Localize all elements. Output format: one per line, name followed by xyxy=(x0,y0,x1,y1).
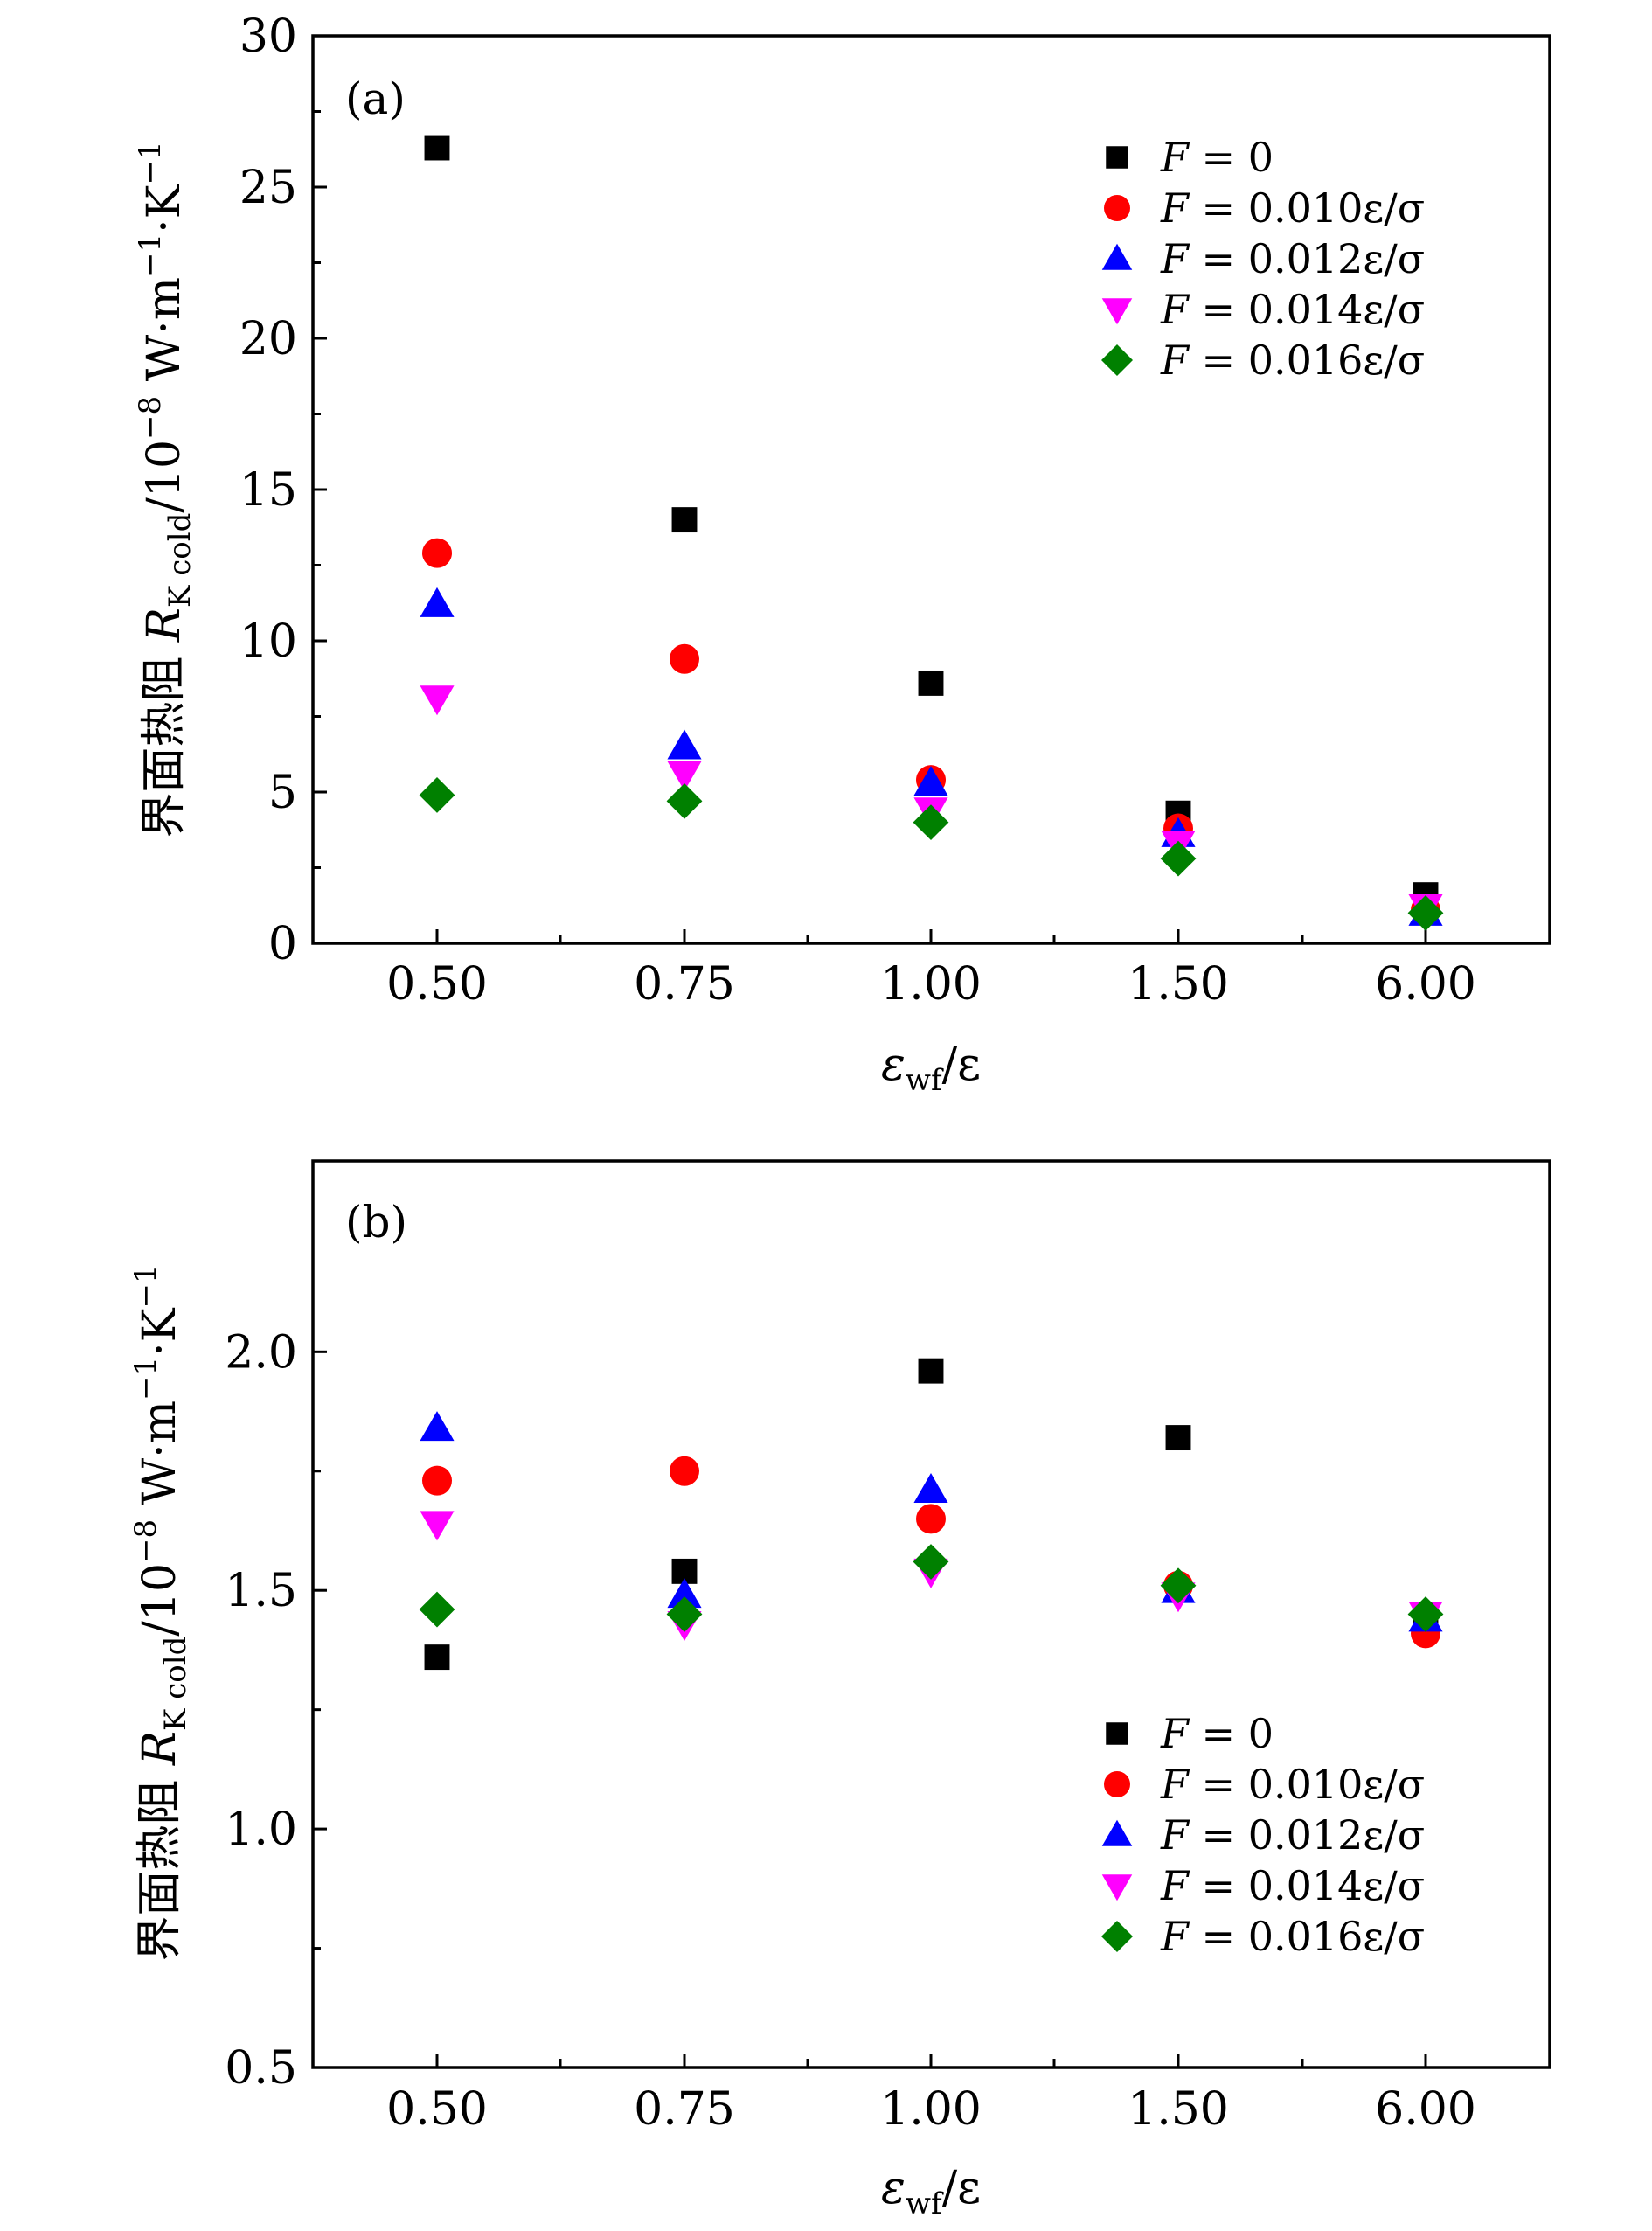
panel-a-y-axis-title: 界面热阻 RK cold/10−8 W·m−1·K−1 xyxy=(133,141,198,837)
data-point xyxy=(667,761,702,791)
y-tick-label: 0.5 xyxy=(225,2042,297,2095)
x-tick-label: 0.50 xyxy=(386,2083,488,2136)
data-point xyxy=(670,1456,699,1486)
panel-a-label: (a) xyxy=(345,73,406,124)
data-point xyxy=(913,1473,948,1504)
data-point xyxy=(918,1358,944,1384)
data-point xyxy=(671,507,698,533)
data-point xyxy=(420,1411,455,1442)
data-point xyxy=(422,538,452,568)
data-point xyxy=(916,1504,946,1534)
legend-label: F = 0.014ε/σ xyxy=(1160,286,1425,333)
data-point xyxy=(667,729,702,760)
y-tick-label: 15 xyxy=(239,464,297,517)
legend-label: F = 0.010ε/σ xyxy=(1160,1761,1425,1808)
data-point xyxy=(420,1511,455,1541)
panel-b-legend: F = 0F = 0.010ε/σF = 0.012ε/σF = 0.014ε/… xyxy=(1101,1710,1425,1960)
x-tick-label: 1.00 xyxy=(880,958,982,1011)
data-point xyxy=(420,587,455,617)
data-point xyxy=(666,1596,703,1632)
x-tick-label: 6.00 xyxy=(1375,2083,1476,2136)
data-point xyxy=(1160,1567,1197,1604)
data-point xyxy=(1160,840,1197,877)
data-point xyxy=(918,670,944,696)
y-tick-label: 0 xyxy=(268,918,297,970)
x-tick-label: 6.00 xyxy=(1375,958,1476,1011)
panel-b-x-axis-title: εwf/ε xyxy=(881,2162,981,2221)
data-point xyxy=(1165,1425,1191,1451)
data-point xyxy=(422,1465,452,1496)
legend-label: F = 0 xyxy=(1160,1710,1274,1757)
legend-marker xyxy=(1101,1874,1133,1901)
legend-marker xyxy=(1101,1819,1133,1846)
x-tick-label: 0.75 xyxy=(634,958,735,1011)
y-tick-label: 20 xyxy=(239,313,297,365)
data-point xyxy=(670,643,699,674)
x-tick-label: 1.50 xyxy=(1128,2083,1229,2136)
data-point xyxy=(419,1591,455,1628)
legend-marker xyxy=(1104,195,1130,221)
panel-b-label: (b) xyxy=(345,1197,407,1248)
data-point xyxy=(1407,895,1444,931)
data-point xyxy=(666,782,703,819)
legend-marker xyxy=(1101,243,1133,270)
data-point xyxy=(419,777,455,813)
data-point xyxy=(667,1578,702,1609)
data-point xyxy=(424,1644,450,1671)
y-tick-label: 25 xyxy=(239,162,297,214)
legend-marker xyxy=(1104,1771,1130,1797)
data-point xyxy=(424,135,450,161)
y-tick-label: 2.0 xyxy=(225,1326,297,1379)
data-point xyxy=(913,1544,949,1580)
legend-marker xyxy=(1101,344,1133,376)
legend-marker xyxy=(1106,1722,1128,1745)
y-tick-label: 30 xyxy=(239,10,297,63)
panel-a-legend: F = 0F = 0.010ε/σF = 0.012ε/σF = 0.014ε/… xyxy=(1101,134,1425,384)
panel-b-y-axis-title: 界面热阻 RK cold/10−8 W·m−1·K−1 xyxy=(128,1264,193,1961)
x-tick-label: 0.75 xyxy=(634,2083,735,2136)
legend-marker xyxy=(1101,1921,1133,1952)
data-point xyxy=(913,804,949,840)
data-point xyxy=(420,685,455,716)
legend-label: F = 0 xyxy=(1160,134,1274,181)
x-tick-label: 0.50 xyxy=(386,958,488,1011)
data-point xyxy=(913,766,948,796)
x-tick-label: 1.00 xyxy=(880,2083,982,2136)
legend-marker xyxy=(1106,146,1128,169)
legend-label: F = 0.016ε/σ xyxy=(1160,337,1425,384)
legend-label: F = 0.016ε/σ xyxy=(1160,1913,1425,1960)
data-point xyxy=(1407,1596,1444,1632)
x-tick-label: 1.50 xyxy=(1128,958,1229,1011)
panel-b-chart: 0.5 1.0 1.5 2.0 0.50 0.75 1.00 1.50 6.00 (b) εw… xyxy=(128,1159,1551,2221)
legend-label: F = 0.012ε/σ xyxy=(1160,235,1425,282)
legend-label: F = 0.010ε/σ xyxy=(1160,184,1425,232)
y-tick-label: 10 xyxy=(239,615,297,668)
y-tick-label: 1.0 xyxy=(225,1804,297,1856)
legend-marker xyxy=(1101,298,1133,325)
y-tick-label: 1.5 xyxy=(225,1565,297,1617)
legend-label: F = 0.012ε/σ xyxy=(1160,1811,1425,1859)
y-tick-label: 5 xyxy=(268,767,297,819)
panel-a-chart: 0 5 10 15 20 25 30 0.50 0.75 1.00 1.50 6.00 (a) εw… xyxy=(133,10,1551,1098)
legend-label: F = 0.014ε/σ xyxy=(1160,1862,1425,1909)
panel-a-x-axis-title: εwf/ε xyxy=(881,1039,981,1098)
